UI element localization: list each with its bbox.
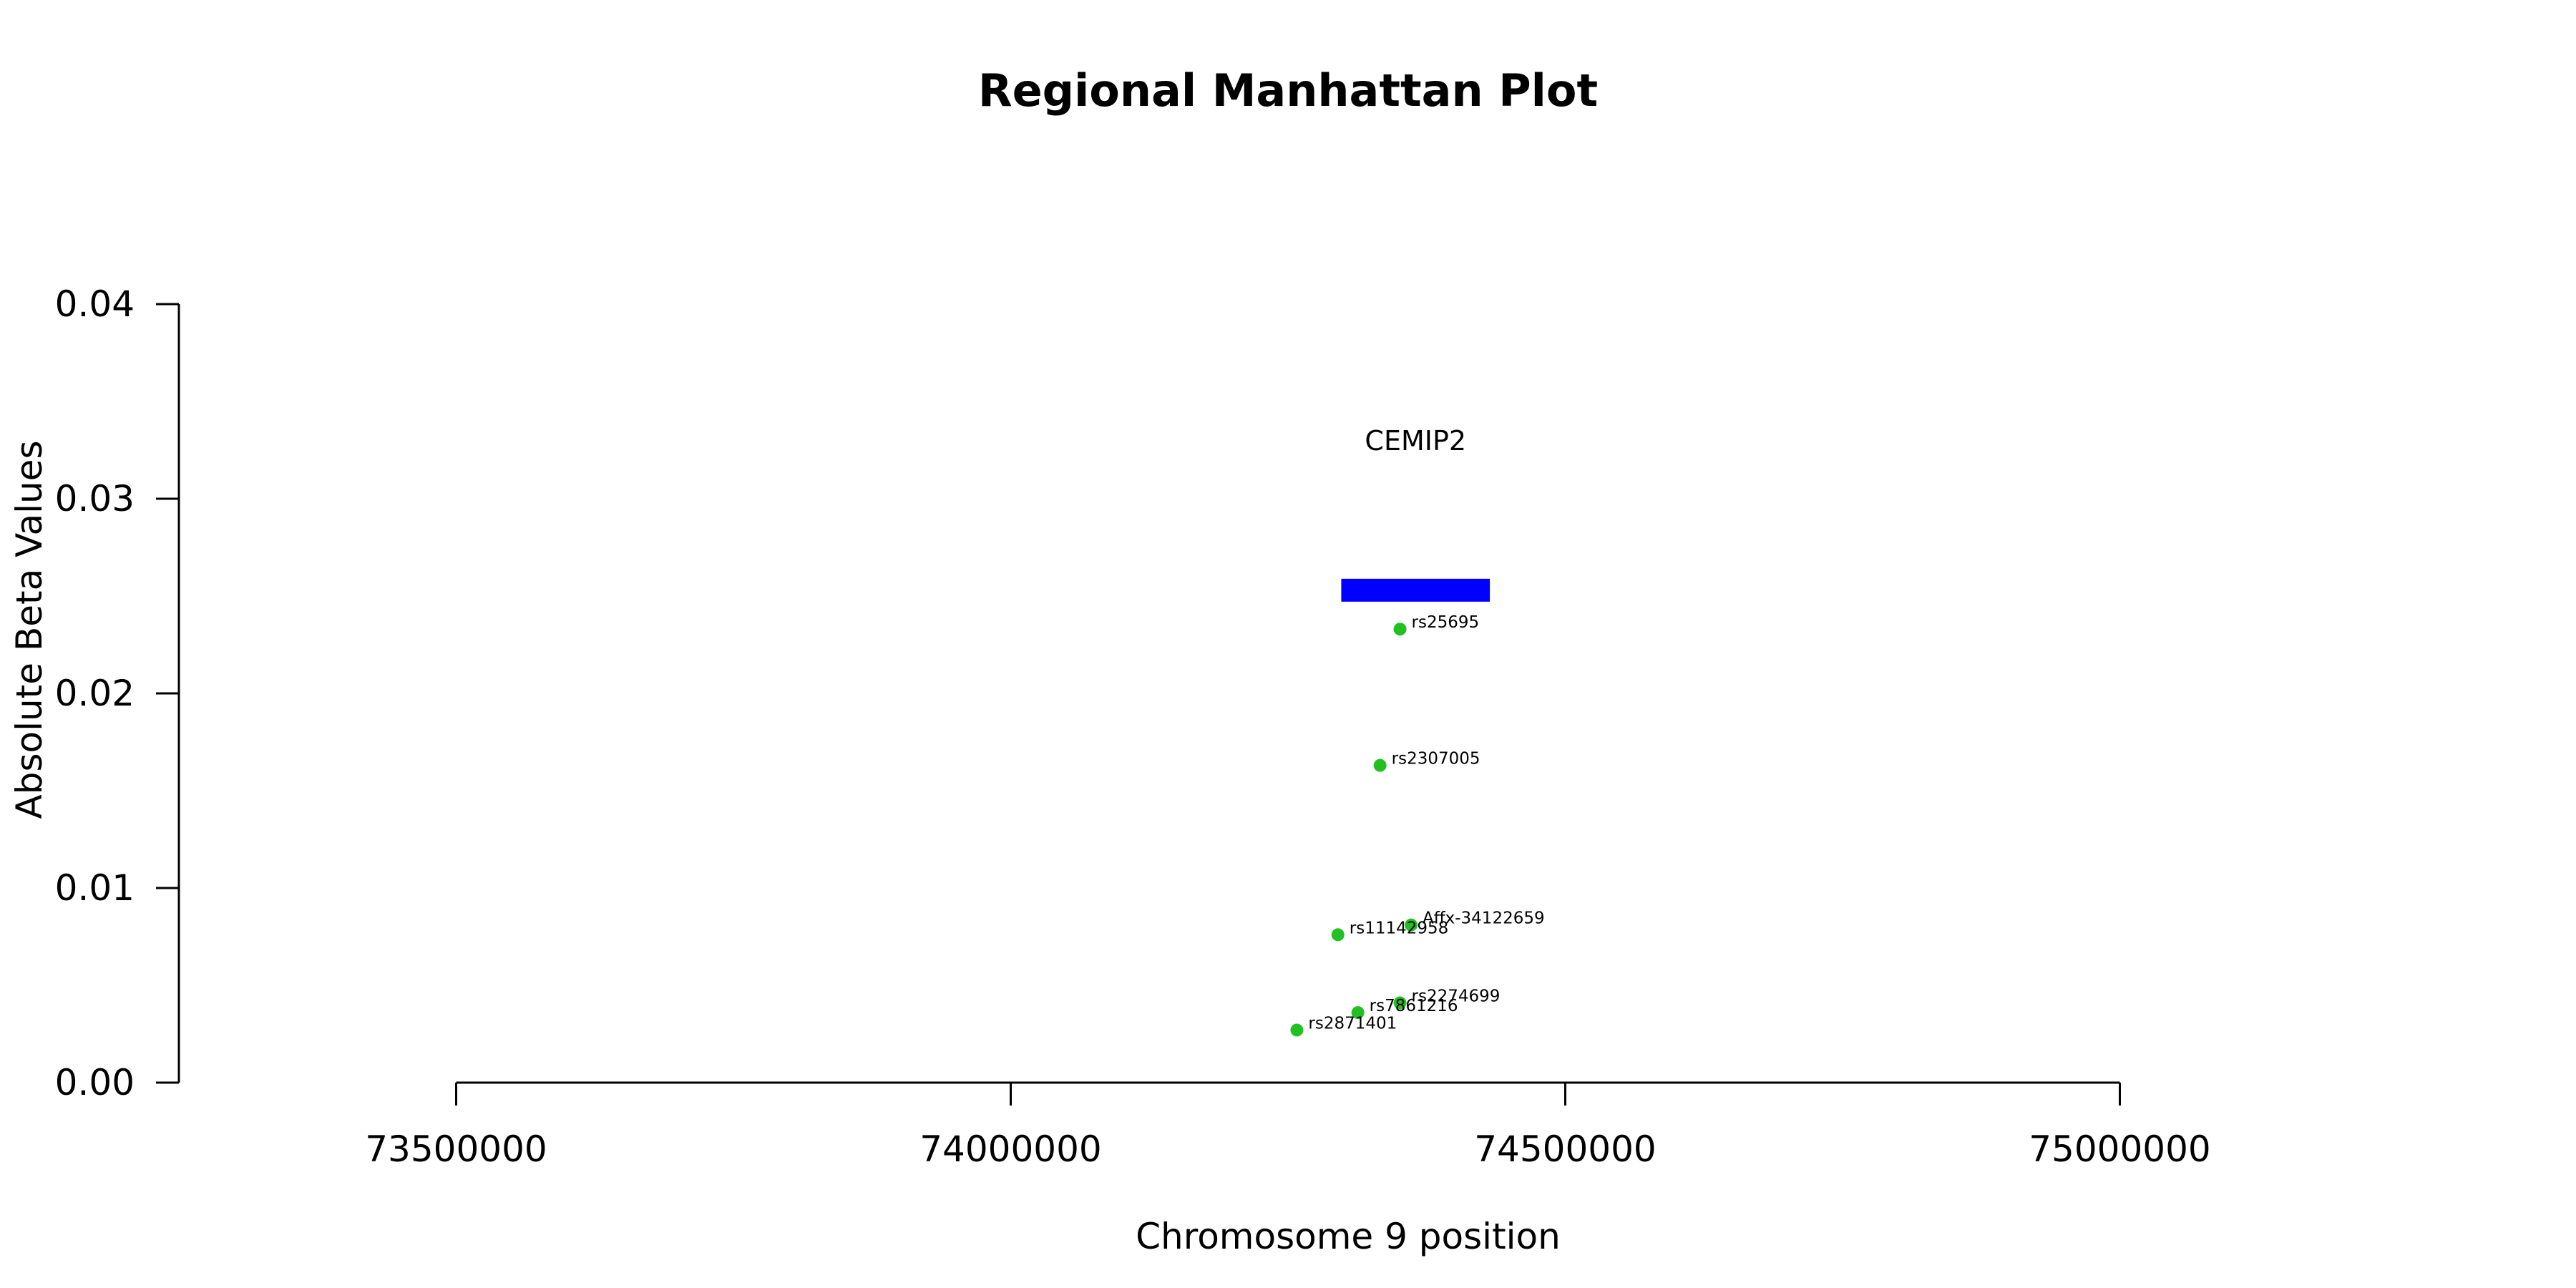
snp-label: rs25695: [1412, 613, 1480, 632]
x-tick-label: 74500000: [1474, 1128, 1657, 1170]
snp-point: [1290, 1023, 1304, 1037]
y-tick-label: 0.04: [55, 283, 135, 325]
gene-bar: [1341, 578, 1491, 602]
x-tick-label: 73500000: [365, 1128, 547, 1170]
gene-label: CEMIP2: [1365, 425, 1466, 457]
y-axis: 0.00 0.01 0.02 0.03 0.04: [55, 283, 180, 1103]
snp-label: rs2274699: [1412, 987, 1501, 1005]
x-tick-label: 74000000: [919, 1128, 1102, 1170]
snp-label: rs7861216: [1370, 997, 1458, 1015]
y-tick-label: 0.03: [55, 478, 135, 519]
gene-track: CEMIP2: [1341, 425, 1491, 602]
x-axis: 73500000 74000000 74500000 75000000: [365, 1081, 2211, 1170]
snp-point: [1373, 758, 1387, 772]
y-tick-label: 0.01: [55, 867, 135, 909]
snp-label: rs11142958: [1350, 919, 1449, 937]
chart-title: Regional Manhattan Plot: [978, 64, 1598, 117]
y-tick-label: 0.02: [55, 673, 135, 714]
snp-label: Affx-34122659: [1423, 909, 1545, 928]
snp-point: [1405, 918, 1418, 932]
snp-point: [1393, 996, 1407, 1010]
snp-point: [1351, 1006, 1365, 1020]
snp-label: rs2307005: [1392, 750, 1480, 769]
x-tick-label: 75000000: [2029, 1128, 2211, 1170]
snp-label: rs2871401: [1308, 1015, 1397, 1033]
x-axis-label: Chromosome 9 position: [1136, 1216, 1561, 1257]
snp-point: [1331, 928, 1345, 942]
snp-point: [1393, 623, 1407, 636]
y-tick-label: 0.00: [55, 1062, 135, 1103]
y-axis-label: Absolute Beta Values: [9, 441, 50, 819]
